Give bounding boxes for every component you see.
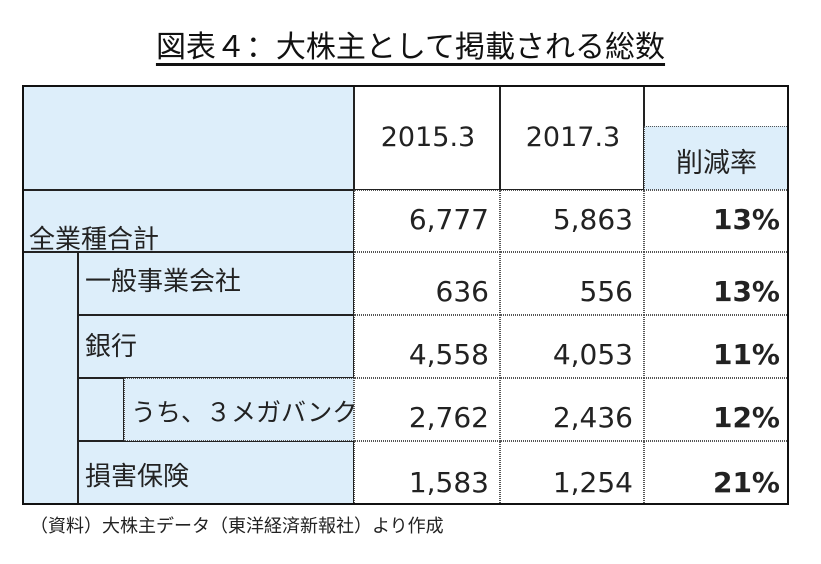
row-megabank-2017: 2,436 <box>500 378 644 441</box>
rate-cell: 12% <box>712 401 780 434</box>
value-cell: 2,762 <box>408 401 489 434</box>
row-total-2015: 6,777 <box>354 190 500 252</box>
value-cell: 6,777 <box>408 203 489 236</box>
row-label: うち、３メガバンク <box>131 398 358 427</box>
figure-title: 図表４：大株主として掲載される総数 <box>155 30 666 65</box>
row-total-2017: 5,863 <box>500 190 644 252</box>
row-total-label-cell: 全業種合計 <box>22 190 354 255</box>
value-cell: 556 <box>579 275 633 308</box>
row-general-2015: 636 <box>354 252 500 315</box>
row-label: 全業種合計 <box>29 225 160 255</box>
row-general-label-cell: 一般事業会社 <box>78 252 354 315</box>
rate-cell: 11% <box>712 338 780 371</box>
row-megabank-2015: 2,762 <box>354 378 500 441</box>
indent-spacer-level1 <box>22 252 78 505</box>
row-general-rate: 13% <box>644 252 789 315</box>
row-insurance-2015: 1,583 <box>354 441 500 505</box>
value-cell: 4,053 <box>552 338 633 371</box>
rate-cell: 13% <box>712 203 780 236</box>
header-2015-cell: 2015.3 <box>354 85 500 190</box>
header-rate-box: 削減率 <box>644 126 789 190</box>
row-insurance-rate: 21% <box>644 441 789 505</box>
value-cell: 5,863 <box>552 203 633 236</box>
row-total-rate: 13% <box>644 190 789 252</box>
rate-cell: 13% <box>712 275 780 308</box>
row-insurance-label-cell: 損害保険 <box>78 441 354 505</box>
row-insurance-2017: 1,254 <box>500 441 644 505</box>
row-general-2017: 556 <box>500 252 644 315</box>
header-rate-label: 削減率 <box>676 148 757 179</box>
row-bank-2017: 4,053 <box>500 315 644 378</box>
source-footnote: （資料）大株主データ（東洋経済新報社）より作成 <box>30 516 444 537</box>
value-cell: 4,558 <box>408 338 489 371</box>
data-table: 2015.3 2017.3 削減率 全業種合計 6,777 5,863 13% … <box>22 85 789 505</box>
row-label: 一般事業会社 <box>85 267 242 297</box>
row-label: 銀行 <box>85 332 138 362</box>
value-cell: 1,254 <box>552 466 633 499</box>
row-bank-rate: 11% <box>644 315 789 378</box>
value-cell: 2,436 <box>552 401 633 434</box>
row-megabank-rate: 12% <box>644 378 789 441</box>
indent-spacer-level2 <box>78 378 124 441</box>
value-cell: 636 <box>435 275 489 308</box>
header-2017-label: 2017.3 <box>525 122 621 153</box>
row-megabank-label-cell: うち、３メガバンク <box>124 378 358 441</box>
row-label: 損害保険 <box>85 462 190 492</box>
header-2015-label: 2015.3 <box>380 122 476 153</box>
value-cell: 1,583 <box>408 466 489 499</box>
row-bank-label-cell: 銀行 <box>78 315 354 378</box>
rate-cell: 21% <box>712 466 780 499</box>
header-2017-cell: 2017.3 <box>500 85 644 190</box>
row-bank-2015: 4,558 <box>354 315 500 378</box>
header-rate-cell: 削減率 <box>644 85 789 190</box>
header-corner-cell <box>22 85 354 190</box>
